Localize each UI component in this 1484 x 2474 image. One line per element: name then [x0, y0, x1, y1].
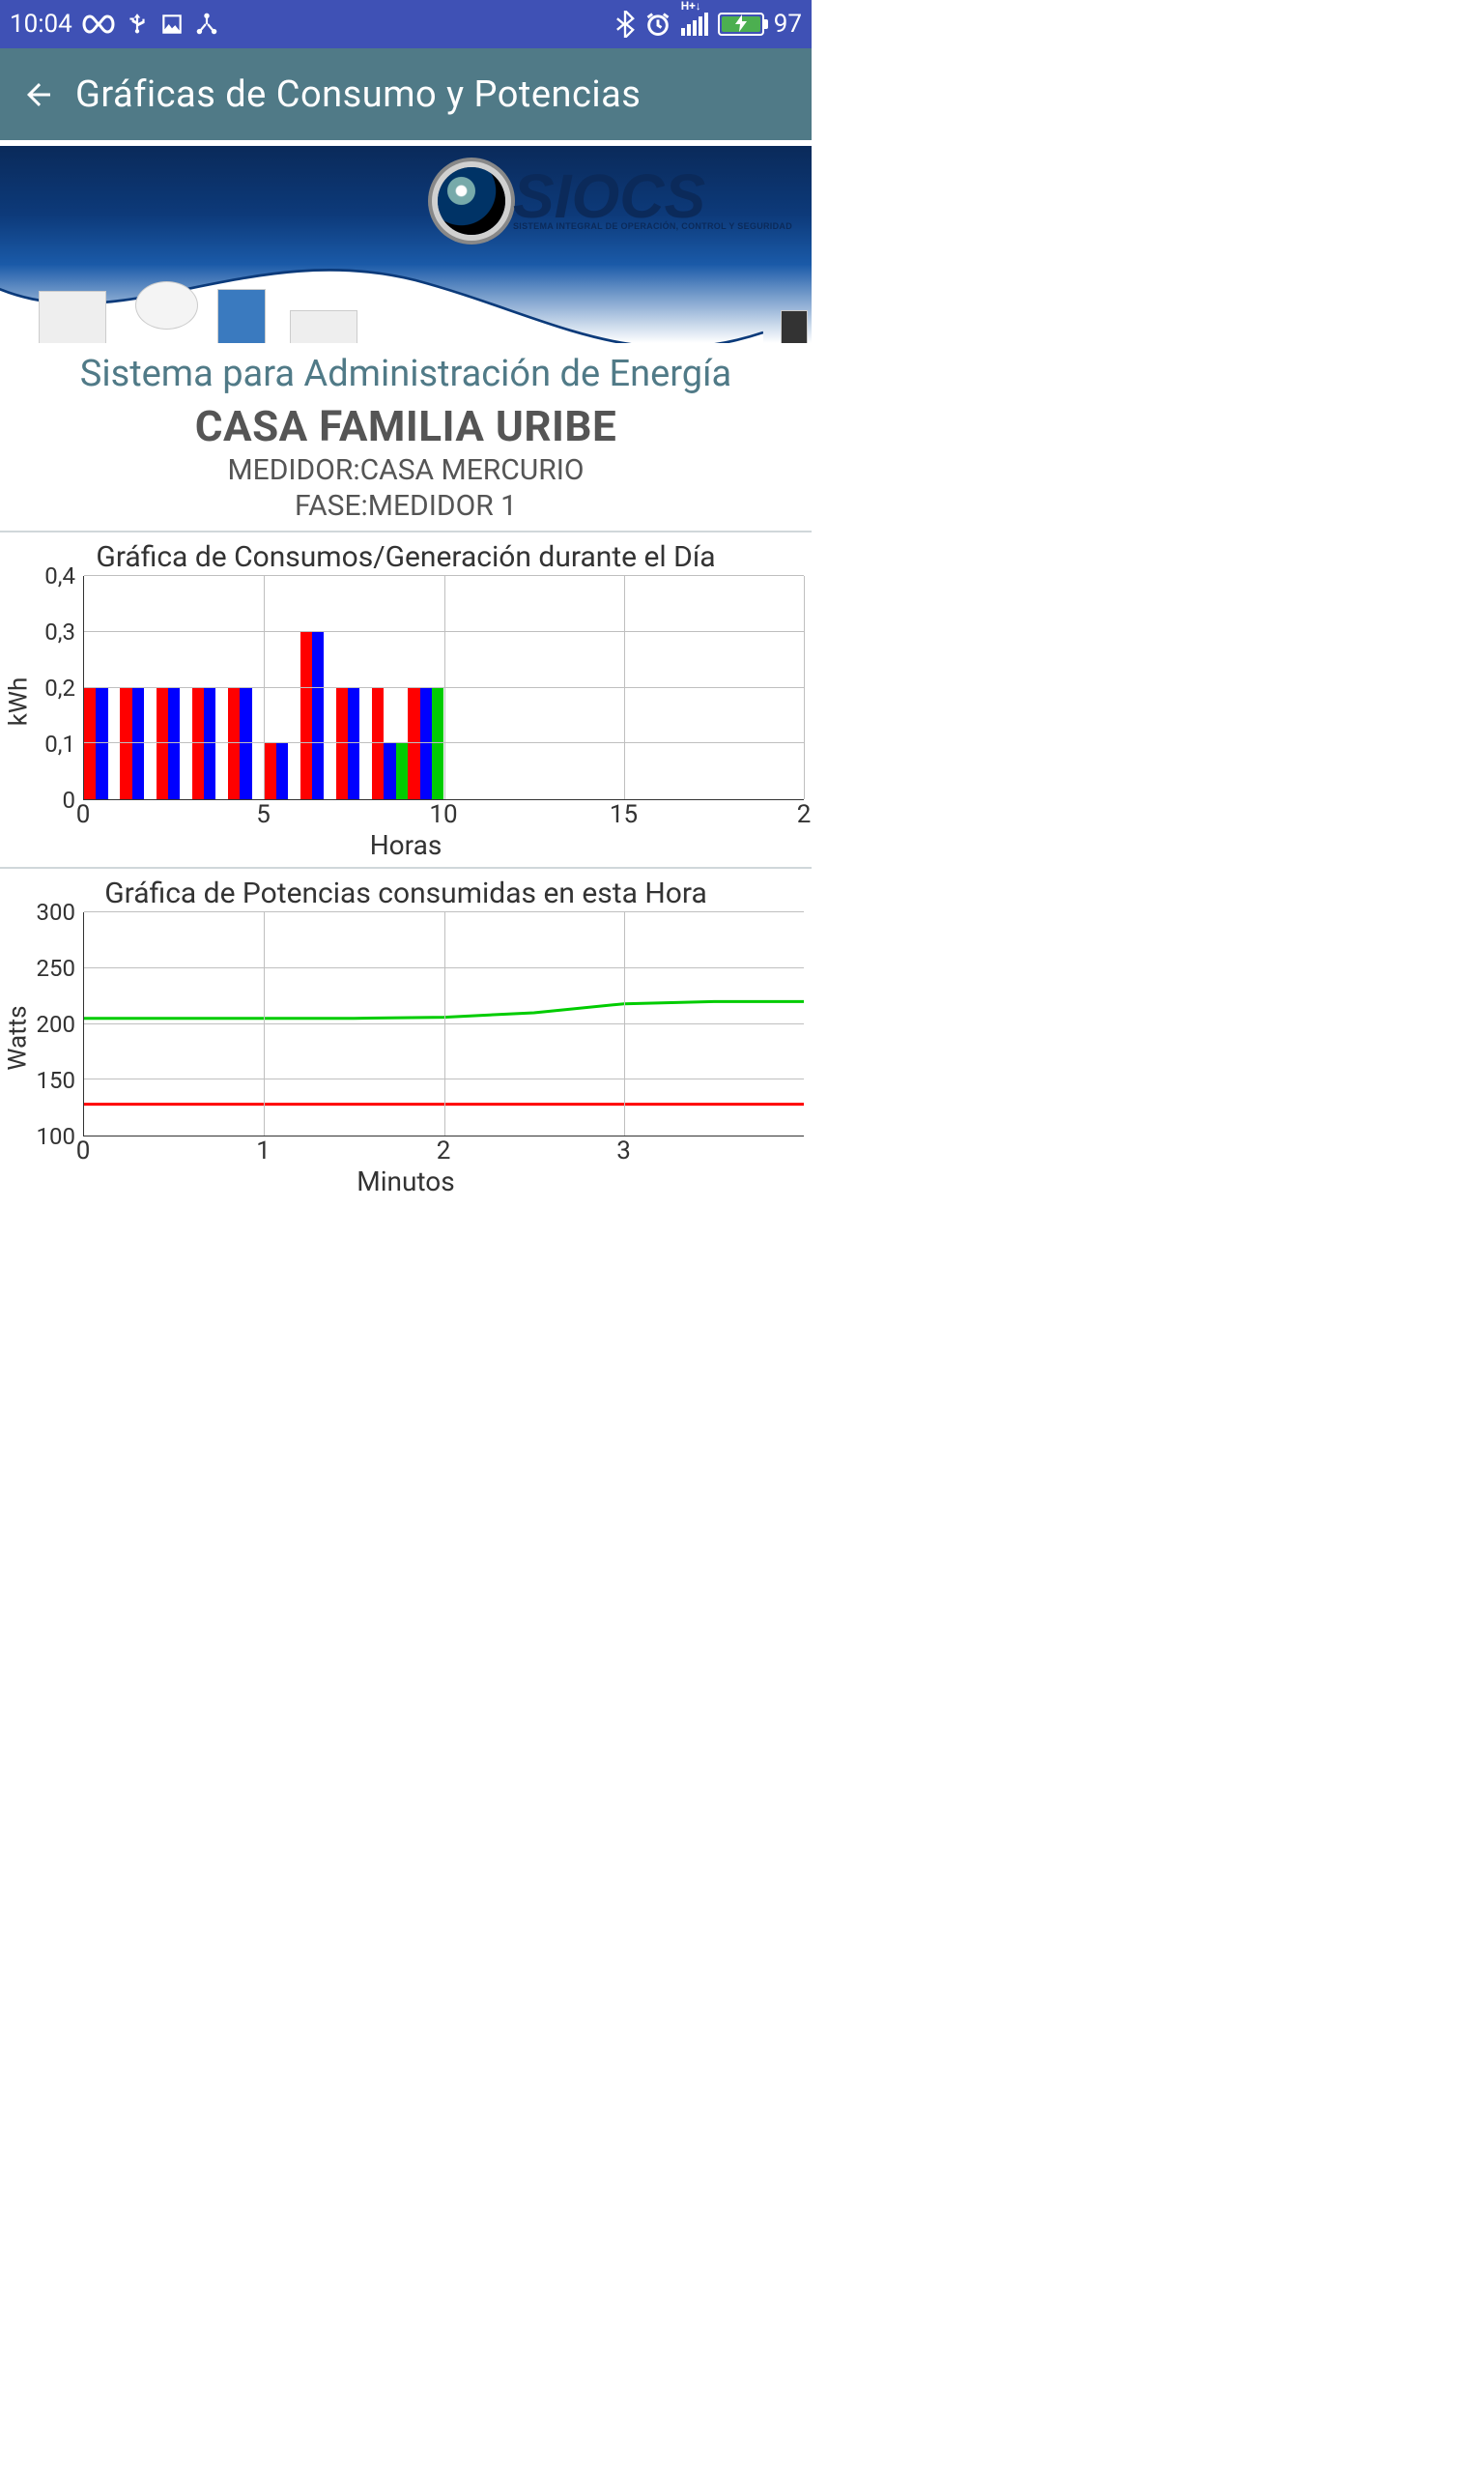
usb-icon: [125, 12, 150, 37]
ytick: 250: [37, 955, 75, 982]
ytick: 0,2: [44, 675, 75, 702]
status-time: 10:04: [10, 10, 72, 39]
chart2-title: Gráfica de Potencias consumidas en esta …: [4, 877, 808, 910]
alarm-icon: [644, 11, 671, 38]
ytick: 200: [37, 1011, 75, 1038]
bar: [132, 688, 144, 800]
bar: [168, 688, 180, 800]
phase-line: FASE:MEDIDOR 1: [0, 489, 812, 523]
bar: [84, 688, 96, 800]
xtick: 3: [616, 1136, 631, 1165]
brand-lens-icon: [438, 167, 505, 235]
brand-name: SIOCS SISTEMA INTEGRAL DE OPERACIÓN, CON…: [513, 172, 792, 230]
bar: [384, 743, 395, 799]
bar: [96, 688, 107, 800]
bar: [192, 688, 204, 800]
image-icon: [159, 12, 185, 37]
chart2-plot: 100150200250300 0123: [33, 912, 808, 1164]
xtick: 10: [429, 800, 457, 829]
ytick: 0,1: [44, 731, 75, 758]
xtick: 5: [256, 800, 271, 829]
bar: [312, 632, 324, 799]
ytick: 0,4: [44, 562, 75, 590]
banner-thumb-cams: [290, 310, 357, 343]
meter-line: MEDIDOR:CASA MERCURIO: [0, 453, 812, 487]
xtick: 0: [76, 800, 91, 829]
banner-thumb-badge: [217, 289, 266, 343]
bar: [264, 743, 275, 799]
chart1-ylabel: kWh: [4, 677, 33, 727]
battery-pct: 97: [774, 10, 802, 39]
bar: [420, 688, 432, 800]
ytick: 150: [37, 1067, 75, 1094]
bar: [348, 688, 359, 800]
app-bar: Gráficas de Consumo y Potencias: [0, 48, 812, 140]
chart1-title: Gráfica de Consumos/Generación durante e…: [4, 540, 808, 574]
bar: [157, 688, 168, 800]
app-title: Gráficas de Consumo y Potencias: [75, 73, 641, 116]
xtick: 2: [797, 800, 812, 829]
banner: SIOCS SISTEMA INTEGRAL DE OPERACIÓN, CON…: [0, 140, 812, 343]
ytick: 0: [63, 787, 76, 814]
bar: [300, 632, 312, 799]
infinity-icon: [82, 14, 115, 34]
signal-icon: H+↓: [681, 13, 708, 36]
bar: [276, 743, 288, 799]
chart-consumo: Gráfica de Consumos/Generación durante e…: [0, 532, 812, 861]
bar: [336, 688, 348, 800]
xtick: 2: [437, 1136, 451, 1165]
xtick: 0: [76, 1136, 91, 1165]
bar: [396, 743, 408, 799]
bar: [204, 688, 215, 800]
chart-potencias: Gráfica de Potencias consumidas en esta …: [0, 869, 812, 1197]
xtick: 1: [256, 1136, 271, 1165]
ytick: 300: [37, 899, 75, 926]
bar: [408, 688, 419, 800]
brand-tagline: SISTEMA INTEGRAL DE OPERACIÓN, CONTROL Y…: [513, 223, 792, 230]
chart2-xlabel: Minutos: [4, 1165, 808, 1197]
chart2-ylabel: Watts: [4, 1005, 33, 1070]
battery-icon: [718, 13, 764, 36]
ytick: 100: [37, 1123, 75, 1150]
chart1-xlabel: Horas: [4, 829, 808, 861]
bar: [120, 688, 131, 800]
chart1-plot: 00,10,20,30,4 0510152: [33, 576, 808, 827]
share-icon: [194, 12, 219, 37]
banner-thumb-term: [781, 310, 808, 343]
bar: [240, 688, 251, 800]
back-button[interactable]: [19, 75, 58, 114]
system-title: Sistema para Administración de Energía: [0, 343, 812, 401]
ytick: 0,3: [44, 618, 75, 646]
house-name: CASA FAMILIA URIBE: [0, 401, 812, 451]
banner-thumb-sensor: [135, 281, 198, 330]
banner-thumb-pc: [39, 291, 106, 343]
xtick: 15: [610, 800, 638, 829]
bar: [372, 688, 384, 800]
bar: [228, 688, 240, 800]
bluetooth-icon: [615, 11, 635, 38]
status-bar: 10:04 H+↓ 97: [0, 0, 812, 48]
bar: [432, 688, 443, 800]
